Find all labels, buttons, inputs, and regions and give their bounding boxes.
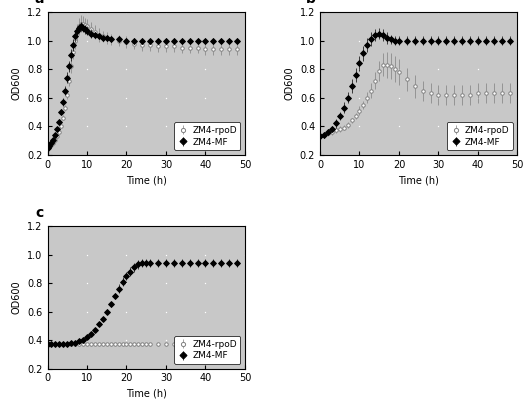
Y-axis label: OD600: OD600 <box>12 66 22 100</box>
X-axis label: Time (h): Time (h) <box>398 175 439 185</box>
Legend: ZM4-rpoD, ZM4-MF: ZM4-rpoD, ZM4-MF <box>174 122 240 150</box>
Legend: ZM4-rpoD, ZM4-MF: ZM4-rpoD, ZM4-MF <box>174 336 240 364</box>
Text: a: a <box>34 0 44 6</box>
Text: c: c <box>35 206 44 220</box>
X-axis label: Time (h): Time (h) <box>126 389 167 399</box>
Legend: ZM4-rpoD, ZM4-MF: ZM4-rpoD, ZM4-MF <box>447 122 513 150</box>
Y-axis label: OD600: OD600 <box>284 66 294 100</box>
Y-axis label: OD600: OD600 <box>12 280 22 314</box>
Text: b: b <box>306 0 316 6</box>
X-axis label: Time (h): Time (h) <box>126 175 167 185</box>
